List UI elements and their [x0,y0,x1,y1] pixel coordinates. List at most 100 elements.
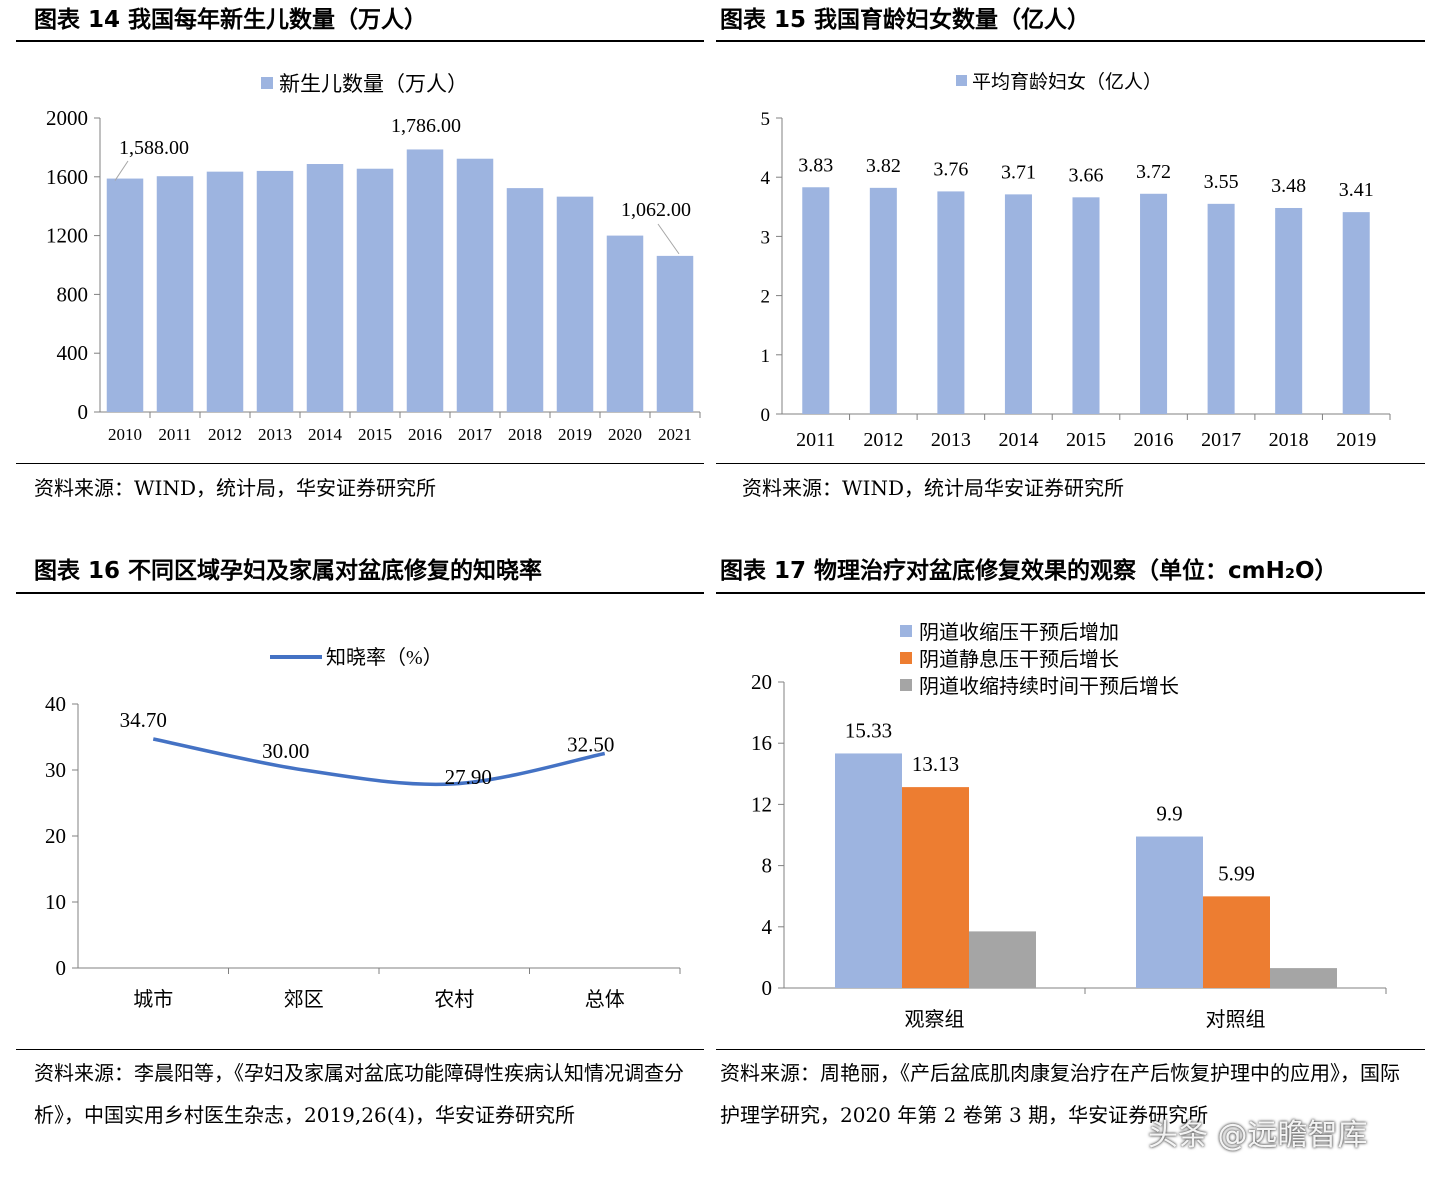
chart15-bar [1140,193,1168,414]
chart16-y-tick-label: 20 [45,824,66,848]
chart14-x-label: 2013 [258,425,292,444]
chart15-y-tick-label: 0 [761,405,771,426]
chart14-bar [306,164,344,412]
chart15-bar [937,191,965,414]
chart17-bar [969,931,1036,988]
chart15-data-label: 3.71 [1001,161,1036,183]
chart16-x-label: 农村 [434,988,474,1011]
chart14-x-label: 2019 [558,425,592,444]
chart15-x-label: 2012 [863,429,903,451]
chart15-y-tick-label: 3 [761,227,771,248]
chart17-source: 资料来源：周艳丽，《产后盆底肌肉康复治疗在产后恢复护理中的应用》，国际护理学研究… [720,1061,1400,1127]
chart14-y-tick-label: 1600 [46,165,88,189]
chart14-y-tick-label: 800 [57,282,89,306]
chart14-x-label: 2018 [508,425,542,444]
chart17-x-label: 观察组 [905,1008,965,1031]
chart14-source: 资料来源：WIND，统计局，华安证券研究所 [34,476,436,500]
chart15-bar [802,187,830,414]
chart16-data-label: 34.70 [120,708,167,732]
chart16-x-label: 总体 [585,988,625,1011]
chart14-x-label: 2017 [458,425,493,444]
chart16-data-label: 32.50 [567,733,614,757]
chart15-bar [1275,207,1303,414]
chart14-leader-line [114,160,129,181]
chart17-data-label: 9.9 [1156,802,1182,826]
chart17-title: 图表 17 物理治疗对盆底修复效果的观察（单位：cmH₂O） [720,558,1338,584]
chart14-bar [506,188,544,412]
chart14-legend-label: 新生儿数量（万人） [279,72,468,96]
chart15-bar [1342,212,1370,414]
chart14-bar [206,171,244,412]
chart17-bar [835,753,902,988]
chart14-newborns-bar: 新生儿数量（万人） 0 400 800 1200 1600 2000 2010 2011 2012… [46,72,701,444]
chart14-x-label: 2016 [408,425,442,444]
chart15-x-label: 2015 [1066,429,1106,451]
chart14-data-label: 1,062.00 [621,199,691,221]
chart14-bar [656,255,694,412]
chart14-x-label: 2010 [108,425,142,444]
chart15-legend-swatch [956,75,967,86]
chart17-bar [902,787,969,988]
chart16-series-line [152,737,606,787]
chart17-data-label: 15.33 [845,718,892,742]
chart14-leader-line [657,223,680,255]
chart17-legend-swatch [900,652,912,664]
chart16-y-tick-label: 30 [45,758,66,782]
chart14-bar [456,158,494,412]
chart16-legend-label: 知晓率（%） [326,646,443,669]
chart14-x-label: 2015 [358,425,392,444]
chart14-x-label: 2020 [608,425,642,444]
chart16-x-label: 城市 [133,988,173,1011]
chart14-legend-swatch [261,77,273,89]
chart15-y-tick-label: 2 [761,287,771,308]
chart14-x-label: 2014 [308,425,343,444]
chart15-top-rule [716,40,1425,42]
chart14-x-label: 2012 [208,425,242,444]
chart16-bottom-rule [16,1049,704,1050]
chart14-data-label: 1,786.00 [391,115,461,137]
chart16-y-tick-label: 0 [56,956,67,980]
chart16-y-tick-label: 40 [45,692,66,716]
chart14-bar [356,168,394,412]
chart15-x-label: 2011 [796,429,835,451]
chart14-bar [256,170,294,412]
chart15-bar [1004,194,1032,414]
chart17-top-rule [716,592,1425,594]
chart15-data-label: 3.83 [798,154,833,176]
chart17-legend-label: 阴道收缩持续时间干预后增长 [919,675,1179,698]
chart17-bar [1136,836,1203,988]
chart17-bar [1203,896,1270,988]
chart15-source: 资料来源：WIND，统计局华安证券研究所 [742,476,1124,500]
chart16-source: 资料来源：李晨阳等，《孕妇及家属对盆底功能障碍性疾病认知情况调查分析》，中国实用… [34,1061,684,1127]
chart17-y-tick-label: 16 [751,731,772,755]
chart14-y-tick-label: 1200 [46,224,88,248]
chart14-bar [406,149,444,412]
chart15-data-label: 3.82 [866,155,901,177]
chart17-legend-label: 阴道静息压干预后增长 [919,648,1119,671]
watermark: 头条 @远瞻智库 [1148,1118,1368,1153]
chart15-women-bar: 平均育龄妇女（亿人） 0 1 2 3 4 5 3.83 2011 3.82 2012 3.76 2013… [761,71,1391,451]
chart17-legend-label: 阴道收缩压干预后增加 [919,621,1119,644]
chart15-data-label: 3.48 [1271,175,1306,197]
chart14-bar [106,178,144,412]
chart15-data-label: 3.66 [1069,164,1104,186]
chart16-data-label: 27.90 [445,765,492,789]
chart17-y-tick-label: 0 [762,976,773,1000]
chart15-title: 图表 15 我国育龄妇女数量（亿人） [720,7,1091,33]
chart16-y-tick-label: 10 [45,890,66,914]
chart17-y-tick-label: 4 [762,915,773,939]
chart17-data-label: 13.13 [912,752,959,776]
chart15-legend-label: 平均育龄妇女（亿人） [972,71,1162,93]
chart17-y-tick-label: 12 [751,792,772,816]
chart15-x-label: 2017 [1201,429,1241,451]
chart17-y-tick-label: 20 [751,670,772,694]
chart17-legend-swatch [900,625,912,637]
chart14-y-tick-label: 400 [57,341,89,365]
chart17-data-label: 5.99 [1218,861,1255,885]
chart14-data-label: 1,588.00 [119,137,189,159]
chart14-x-label: 2021 [658,425,692,444]
chart16-x-label: 郊区 [284,988,324,1011]
chart14-y-tick-label: 0 [78,400,89,424]
chart15-bar [1207,203,1235,414]
